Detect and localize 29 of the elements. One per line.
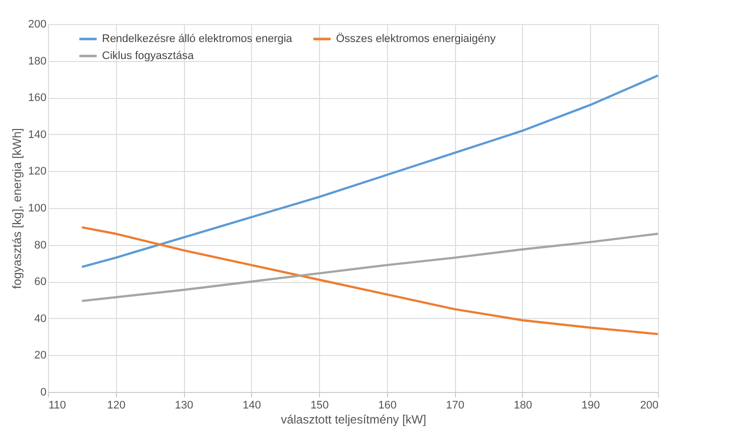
y-tick-label: 100 (28, 202, 46, 214)
x-tick-label: 180 (514, 400, 532, 412)
y-tick-label: 20 (34, 350, 46, 362)
y-tick-label: 140 (28, 128, 46, 141)
y-tick-label: 160 (28, 92, 46, 104)
x-tick-label: 190 (582, 400, 600, 412)
x-tick-label: 140 (242, 400, 262, 412)
y-tick-label: 180 (28, 55, 46, 68)
legend-label: Összes elektromos energiaigény (336, 32, 496, 45)
x-axis-title: választott teljesítmény [kW] (280, 412, 426, 426)
x-tick-label: 130 (174, 400, 194, 412)
line-series (80, 74, 660, 268)
x-tick-label: 200 (640, 400, 658, 412)
line-series (80, 226, 660, 336)
line-series (80, 232, 660, 302)
x-tick-label: 110 (48, 400, 66, 412)
legend-label: Ciklus fogyasztása (102, 50, 195, 62)
y-tick-label: 80 (34, 239, 46, 252)
x-tick-label: 160 (378, 400, 397, 412)
x-tick-label: 170 (446, 400, 464, 412)
y-tick-label: 120 (28, 166, 46, 178)
y-tick-label: 200 (28, 18, 46, 30)
y-axis-title: fogyasztás [kg], energia [kWh] (10, 128, 24, 289)
y-tick-label: 60 (34, 276, 46, 288)
legend-label: Rendelkezésre álló elektromos energia (102, 33, 294, 45)
x-tick-label: 150 (310, 400, 329, 412)
y-tick-label: 40 (34, 312, 46, 325)
x-tick-label: 120 (107, 400, 126, 412)
y-tick-label: 0 (40, 386, 46, 398)
